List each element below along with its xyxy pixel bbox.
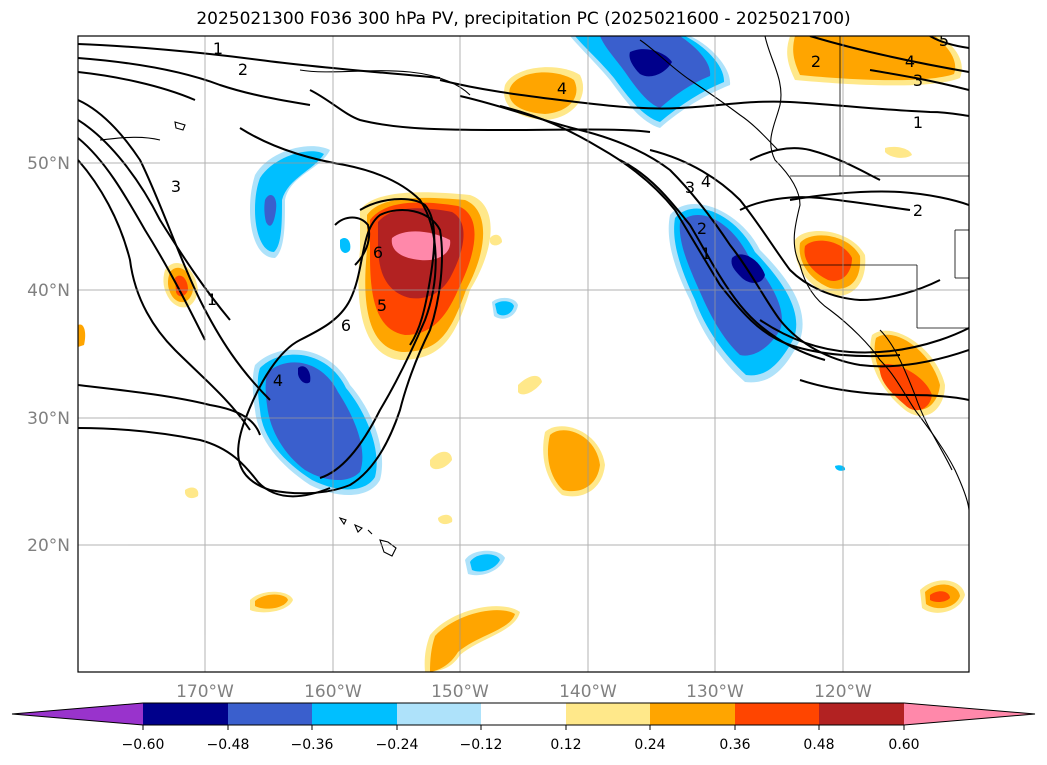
colorbar-segment [312, 703, 397, 725]
contour-label: 1 [213, 39, 223, 58]
contour-label: 2 [238, 60, 248, 79]
longitude-labels: 170°W 160°W 150°W 140°W 130°W 120°W [176, 682, 872, 702]
lat-label: 30°N [27, 409, 70, 429]
colorbar: −0.60 −0.48 −0.36 −0.24 −0.12 0.12 0.24 … [11, 702, 1036, 753]
contour-label: 3 [913, 71, 923, 90]
contour-label: 5 [939, 31, 949, 50]
lon-label: 120°W [814, 682, 872, 702]
map-frame [77, 35, 970, 673]
contour-label: 1 [701, 244, 711, 263]
contour-label: 6 [373, 243, 383, 262]
colorbar-segment [143, 703, 228, 725]
latitude-labels: 50°N 40°N 30°N 20°N [27, 154, 70, 556]
precip-positive-central [358, 192, 491, 360]
colorbar-tick: −0.24 [376, 737, 419, 753]
contour-label: 3 [171, 177, 181, 196]
colorbar-segment [481, 703, 566, 725]
contour-label: 6 [341, 316, 351, 335]
contour-label: 4 [557, 79, 567, 98]
lat-label: 40°N [27, 281, 70, 301]
colorbar-tick: 0.24 [634, 737, 665, 753]
contour-labels: 1 2 3 1 4 6 5 6 4 3 4 2 1 2 4 3 1 2 5 [171, 31, 949, 390]
contour-label: 2 [811, 52, 821, 71]
borders [790, 36, 969, 329]
contour-label: 4 [701, 172, 711, 191]
map-title: 2025021300 F036 300 hPa PV, precipitatio… [196, 9, 851, 29]
lat-label: 50°N [27, 154, 70, 174]
colorbar-tick: −0.36 [291, 737, 334, 753]
colorbar-tick: 0.60 [888, 737, 919, 753]
precip-fields [78, 36, 969, 672]
colorbar-segment [819, 703, 904, 725]
lon-label: 150°W [431, 682, 489, 702]
colorbar-tick: −0.48 [207, 737, 250, 753]
contour-label: 1 [913, 113, 923, 132]
colorbar-segment [228, 703, 312, 725]
lon-label: 130°W [686, 682, 744, 702]
graticule [78, 36, 969, 672]
contour-label: 5 [377, 296, 387, 315]
contour-label: 1 [207, 290, 217, 309]
coastlines [99, 36, 969, 557]
lon-label: 160°W [304, 682, 362, 702]
lon-label: 170°W [176, 682, 234, 702]
colorbar-segment [650, 703, 735, 725]
colorbar-tick: −0.12 [460, 737, 503, 753]
lon-label: 140°W [559, 682, 617, 702]
colorbar-tick: −0.60 [122, 737, 165, 753]
lat-label: 20°N [27, 536, 70, 556]
colorbar-segment [566, 703, 650, 725]
colorbar-tick: 0.36 [719, 737, 750, 753]
colorbar-segment [904, 703, 1035, 725]
contour-label: 2 [913, 201, 923, 220]
contour-label: 4 [273, 371, 283, 390]
contour-label: 2 [697, 219, 707, 238]
colorbar-segment [735, 703, 819, 725]
colorbar-tick: 0.12 [550, 737, 581, 753]
pv-contours [78, 36, 969, 498]
colorbar-tick: 0.48 [803, 737, 834, 753]
map-panel: 1 2 3 1 4 6 5 6 4 3 4 2 1 2 4 3 1 2 5 [77, 31, 970, 673]
colorbar-segment [12, 703, 143, 725]
precip-positive-misc [78, 36, 965, 672]
contour-label: 4 [905, 52, 915, 71]
colorbar-segment [397, 703, 481, 725]
contour-label: 3 [685, 178, 695, 197]
